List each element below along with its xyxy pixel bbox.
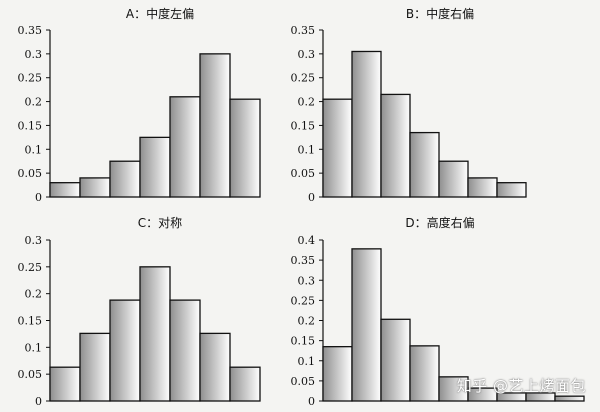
watermark-text: 知乎 @艺上烤面包 [456,377,586,395]
panel-d-y-tick-label: 0.1 [298,355,316,368]
panel-b-y-tick-label: 0.3 [298,48,316,61]
panel-d-bar [351,248,382,402]
panel-d-bar [554,395,585,402]
panel-d-y-tick-label: 0.25 [291,294,316,307]
panel-b-bar [438,160,469,198]
panel-c-y-tick-label: 0.1 [25,341,43,354]
panel-c-y-tick-label: 0.15 [18,315,43,328]
panel-a-y-tick-label: 0.05 [18,167,43,180]
panel-d-y-tick-label: 0.35 [291,254,316,267]
panel-a-title: A：中度左偏 [126,6,194,21]
panel-b-bar [496,182,527,198]
panel-c-y-tick-label: 0 [35,395,42,408]
panel-a-y-tick-label: 0.1 [25,143,43,156]
panel-c-y-tick-label: 0.2 [25,288,43,301]
panel-a-y-tick-label: 0.3 [25,48,43,61]
panel-b-y-tick-label: 0.1 [298,143,316,156]
panel-a-y-tick-label: 0 [35,191,42,204]
panel-a-y-tick-label: 0.25 [18,72,43,85]
panel-c-bar [139,266,171,402]
panel-d-title: D：高度右偏 [405,215,474,230]
panel-d-bar [409,345,440,402]
panel-d-bar [438,376,469,402]
panel-b-bar [351,50,382,198]
panel-a-bar [49,182,81,198]
panel-a-bar [229,98,261,198]
panel-b-bar [409,131,440,198]
panel-c-bar [229,366,261,402]
panel-d-y-tick-label: 0 [308,395,315,408]
panel-b-bar [322,98,353,198]
panel-a-bar [79,177,111,198]
panel-d-y-tick-label: 0.05 [291,375,316,388]
panel-b-y-tick-label: 0.25 [291,72,316,85]
panel-a-bar [199,53,231,198]
panel-b-y-tick-label: 0.05 [291,167,316,180]
panel-c-bar [79,332,111,402]
panel-c-y-tick-label: 0.05 [18,368,43,381]
panel-d-bar [380,318,411,402]
panel-c-y-tick-label: 0.3 [25,234,43,247]
panel-a-bar [169,96,201,198]
panel-d-y-tick-label: 0.15 [291,335,316,348]
panel-b-y-tick-label: 0.15 [291,119,316,132]
panel-c-bar [49,366,81,402]
panel-d-bar [322,346,353,402]
panel-c-bar [169,299,201,402]
panel-d-y-tick-label: 0.4 [298,234,316,247]
panel-a-bar [139,136,171,198]
panel-b-y-tick-label: 0.35 [291,24,316,37]
panel-b-y-tick-label: 0 [308,191,315,204]
panel-b-title: B：中度右偏 [406,6,474,21]
panel-d-y-tick-label: 0.2 [298,315,316,328]
panel-b-bar [467,177,498,198]
panel-c-y-tick-label: 0.25 [18,261,43,274]
panel-a-y-tick-label: 0.15 [18,119,43,132]
panel-d-y-tick-label: 0.3 [298,274,316,287]
panel-c-bar [199,332,231,402]
panel-a-bar [109,160,141,198]
panel-b-bar [380,93,411,198]
panel-a-y-tick-label: 0.2 [25,96,43,109]
panel-c-bar [109,299,141,402]
panel-a-y-tick-label: 0.35 [18,24,43,37]
panel-c-title: C：对称 [138,216,182,230]
panel-b-y-tick-label: 0.2 [298,96,316,109]
